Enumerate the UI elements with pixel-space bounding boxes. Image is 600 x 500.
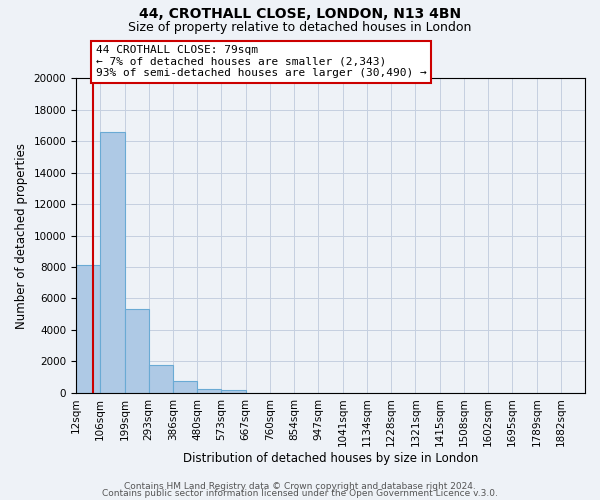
Text: 44, CROTHALL CLOSE, LONDON, N13 4BN: 44, CROTHALL CLOSE, LONDON, N13 4BN: [139, 8, 461, 22]
Bar: [173, 381, 197, 393]
Text: Contains HM Land Registry data © Crown copyright and database right 2024.: Contains HM Land Registry data © Crown c…: [124, 482, 476, 491]
Text: Contains public sector information licensed under the Open Government Licence v.: Contains public sector information licen…: [102, 489, 498, 498]
Bar: [149, 364, 173, 393]
Text: 44 CROTHALL CLOSE: 79sqm
← 7% of detached houses are smaller (2,343)
93% of semi: 44 CROTHALL CLOSE: 79sqm ← 7% of detache…: [96, 45, 427, 78]
Bar: [221, 390, 245, 393]
Bar: [125, 310, 149, 393]
Bar: [100, 132, 125, 393]
Y-axis label: Number of detached properties: Number of detached properties: [15, 142, 28, 328]
X-axis label: Distribution of detached houses by size in London: Distribution of detached houses by size …: [183, 452, 478, 465]
Bar: [76, 266, 100, 393]
Text: Size of property relative to detached houses in London: Size of property relative to detached ho…: [128, 21, 472, 34]
Bar: [197, 388, 221, 393]
